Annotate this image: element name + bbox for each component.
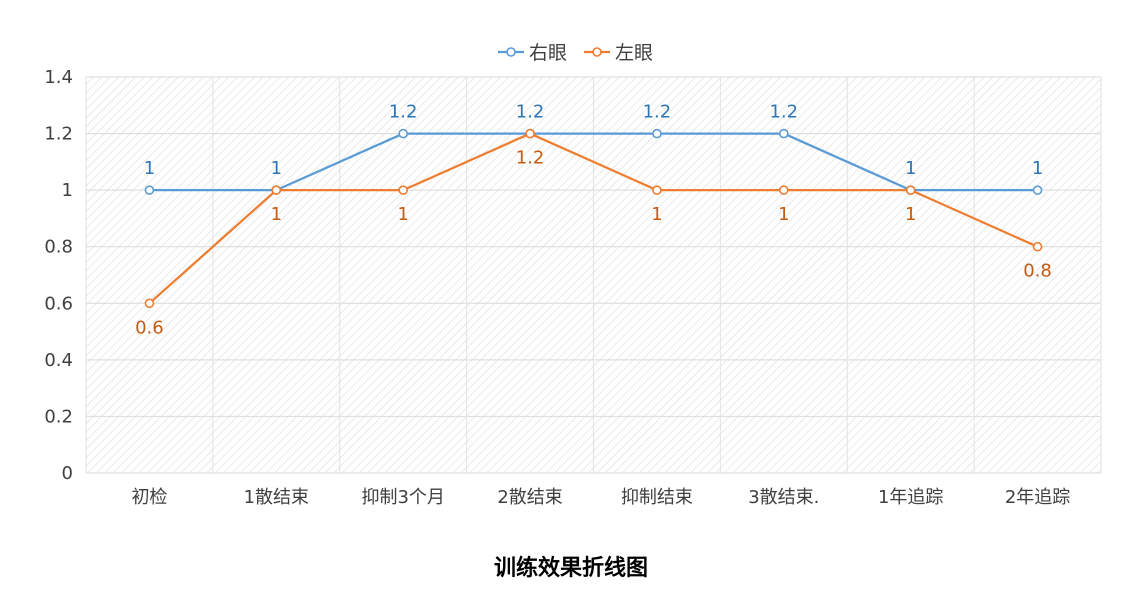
y-tick-label: 0 [62, 463, 73, 484]
data-label: 1 [651, 204, 662, 225]
series-layer [144, 128, 1043, 309]
data-label: 1 [144, 158, 155, 179]
data-point [652, 128, 662, 139]
data-label: 0.8 [1023, 261, 1052, 282]
x-tick-label: 抑制3个月 [361, 487, 444, 508]
data-label: 1.2 [389, 102, 418, 123]
data-label: 1.2 [643, 102, 672, 123]
data-label: 1 [271, 158, 282, 179]
y-tick-label: 0.8 [44, 237, 73, 258]
x-tick-label: 2散结束 [497, 487, 562, 508]
x-axis: 初检 1散结束 抑制3个月 2散结束 抑制结束 3散结束. 1年追踪 2年追踪 [131, 487, 1070, 508]
data-label: 1.2 [516, 102, 545, 123]
x-tick-label: 3散结束. [748, 487, 819, 508]
data-point [1032, 241, 1043, 252]
series-line-1 [149, 132, 1038, 192]
data-label: 1 [1032, 158, 1043, 179]
y-tick-label: 1 [62, 180, 73, 201]
data-label: 1 [397, 204, 408, 225]
y-tick-label: 1.2 [44, 124, 73, 145]
data-point [271, 185, 282, 195]
data-label: 0.6 [135, 317, 164, 338]
data-label: 1.2 [769, 102, 798, 123]
data-point [144, 185, 155, 195]
data-point [779, 128, 789, 139]
y-tick-label: 0.4 [44, 350, 73, 371]
data-label: 1.2 [516, 148, 545, 169]
data-point [525, 128, 535, 139]
data-label: 1 [271, 204, 282, 225]
data-labels-layer: 1 1 1.2 1.2 1.2 1.2 1 1 0.6 1 1 1.2 1 1 1 0.8 [135, 102, 1052, 339]
data-point [779, 185, 789, 195]
x-tick-label: 1散结束 [244, 487, 309, 508]
data-label: 1 [905, 204, 916, 225]
data-point [905, 185, 916, 195]
x-tick-label: 2年追踪 [1005, 487, 1070, 508]
x-tick-label: 1年追踪 [878, 487, 943, 508]
series-line-2 [148, 132, 1039, 305]
data-point [652, 185, 662, 195]
y-tick-label: 0.2 [44, 406, 73, 427]
chart-title: 训练效果折线图 [494, 555, 648, 581]
data-point [1032, 185, 1043, 195]
data-label: 1 [778, 204, 789, 225]
x-tick-label: 抑制结束 [621, 487, 693, 508]
y-tick-label: 1.4 [44, 67, 73, 88]
x-tick-label: 初检 [131, 487, 167, 508]
legend-marker [592, 47, 602, 57]
legend-marker [506, 47, 516, 57]
data-label: 1 [905, 158, 916, 179]
y-tick-label: 0.6 [44, 293, 73, 314]
legend: 右眼 左眼 [498, 42, 653, 64]
data-point [398, 128, 408, 139]
legend-label: 右眼 [529, 42, 567, 64]
data-point [398, 185, 408, 195]
data-point [144, 298, 155, 309]
y-axis: 0 0.2 0.4 0.6 0.8 1 1.2 1.4 [44, 67, 73, 484]
legend-label: 左眼 [615, 42, 653, 64]
